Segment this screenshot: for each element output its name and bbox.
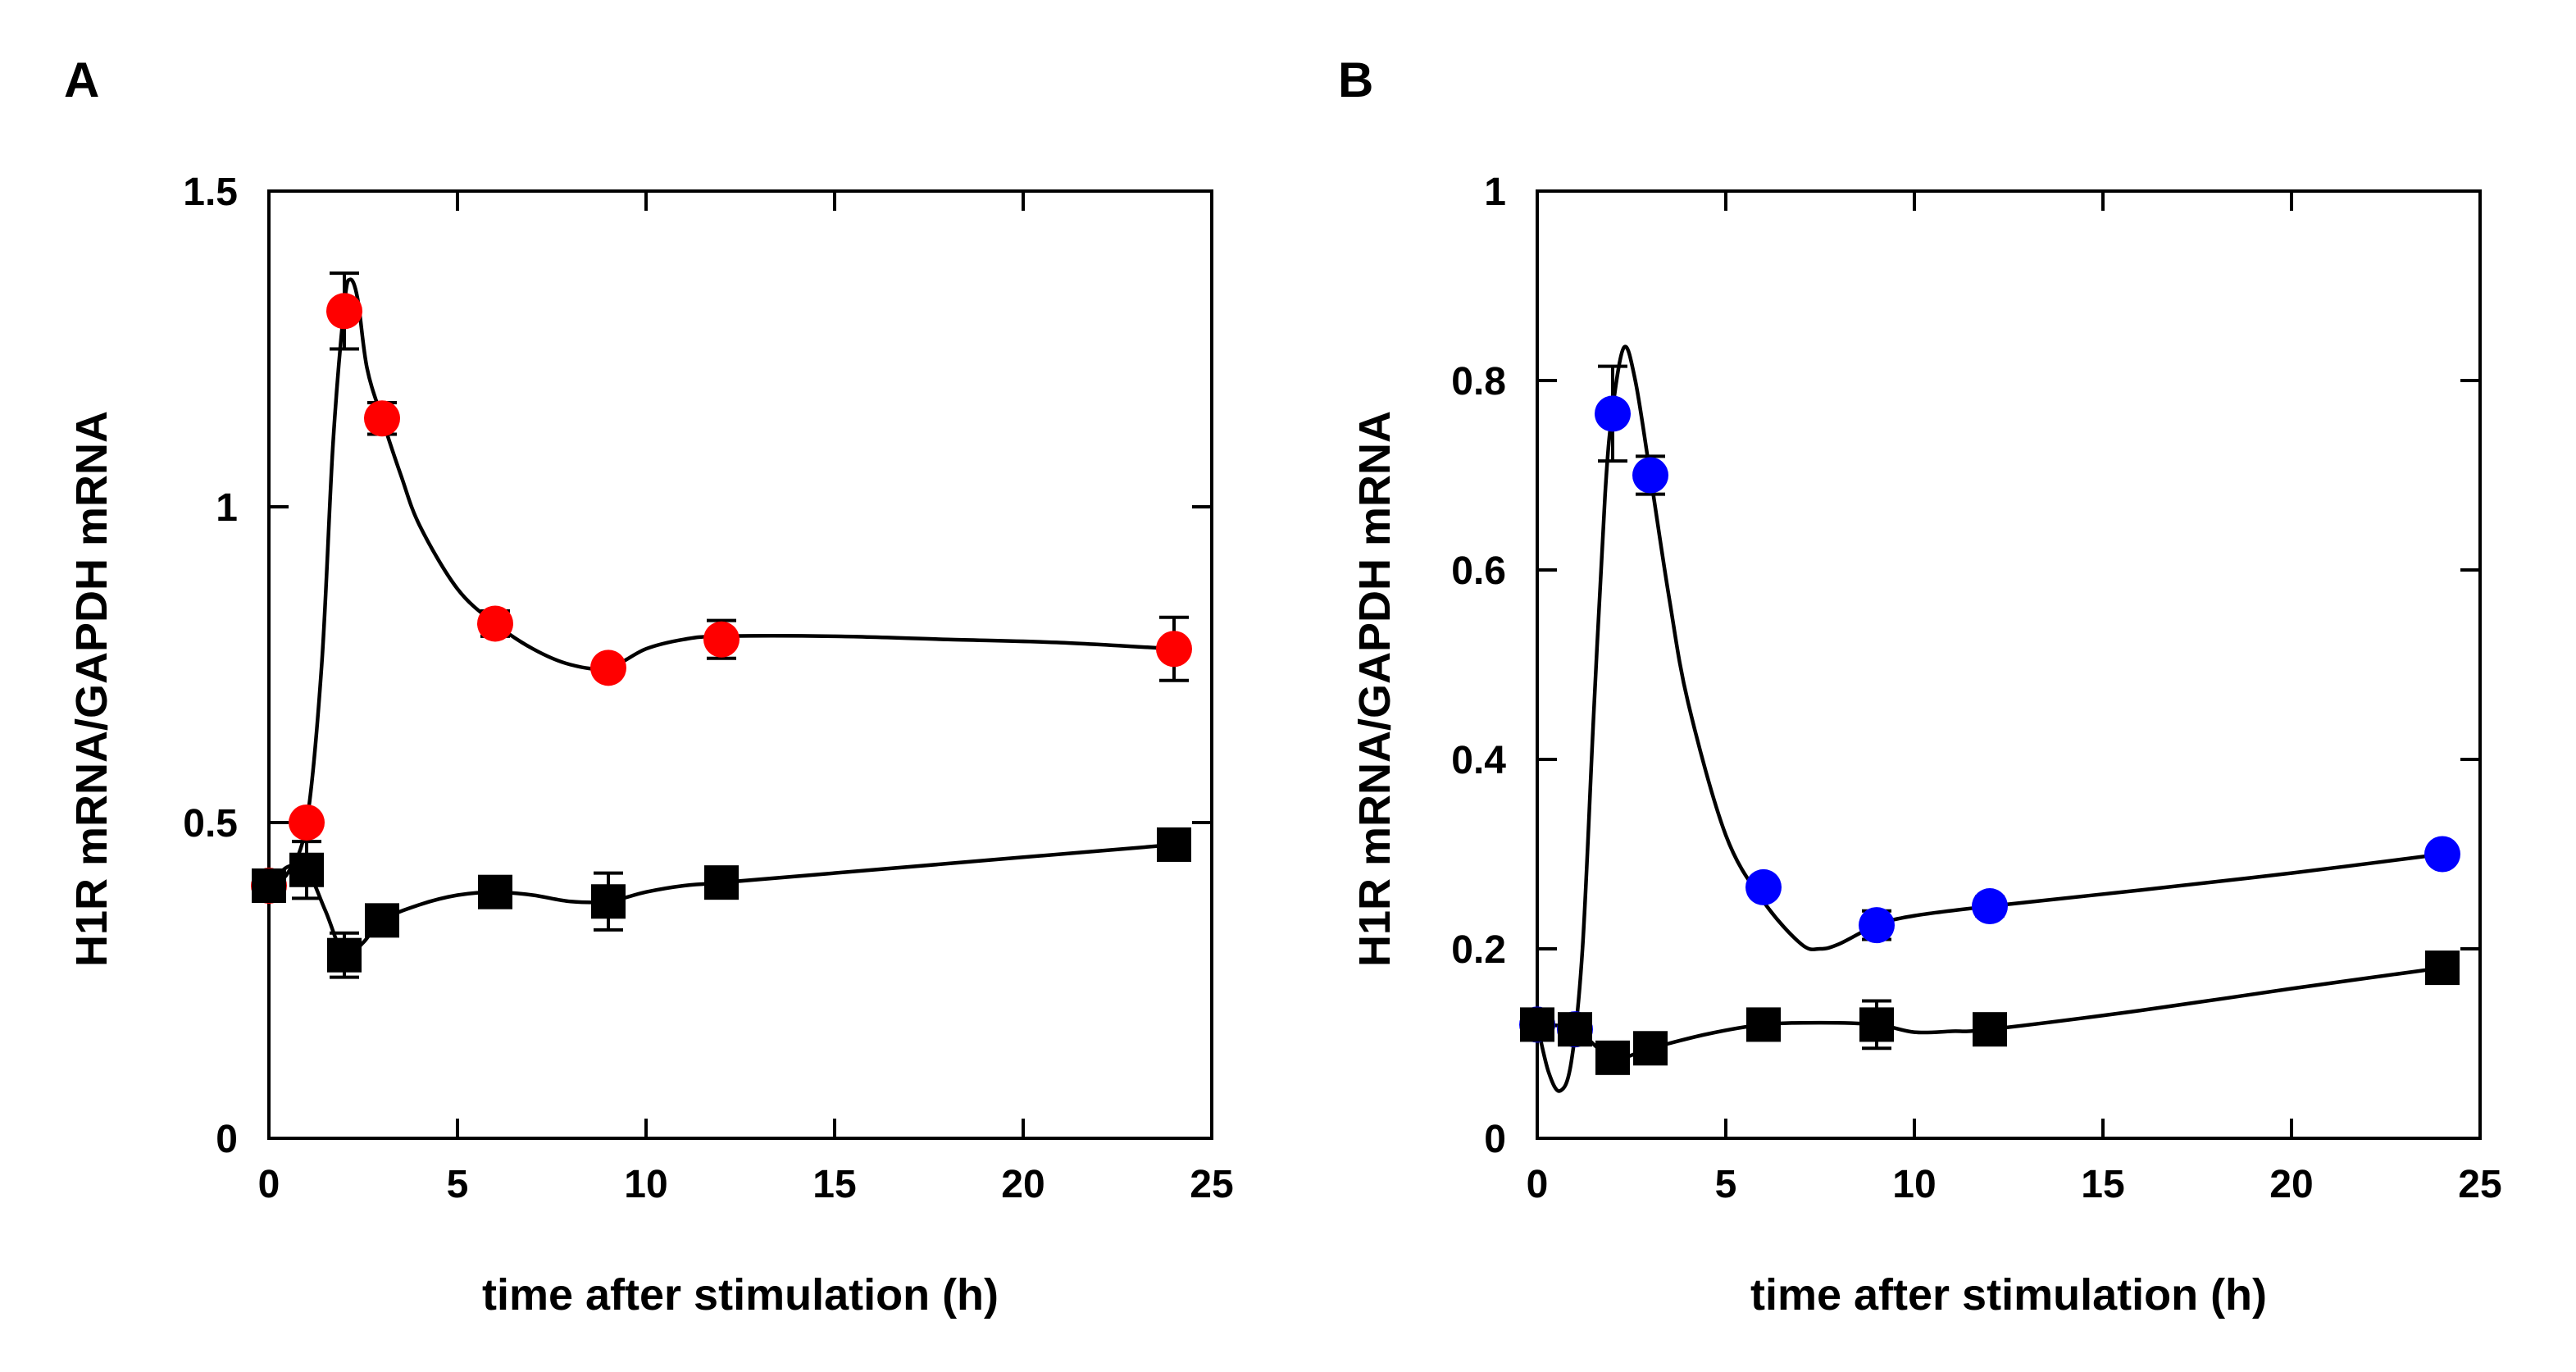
y-tick-label-b-4: 0.8 bbox=[1451, 360, 1506, 403]
x-tick-label-a-0: 0 bbox=[258, 1163, 280, 1206]
fit-curve-a-stimulated bbox=[267, 277, 1175, 888]
x-tick-label-a-3: 15 bbox=[812, 1163, 856, 1206]
point-a-stimulated-6 bbox=[703, 621, 740, 658]
x-tick-label-a-5: 25 bbox=[1190, 1163, 1233, 1206]
point-b-control-7 bbox=[2425, 950, 2460, 986]
data-markers-a bbox=[251, 293, 1192, 973]
point-a-control-6 bbox=[704, 865, 739, 900]
point-a-control-4 bbox=[478, 874, 512, 909]
panel-b: B H1R mRNA/GAPDH mRNA time after stimula… bbox=[1338, 52, 2502, 1320]
y-tick-label-a-0: 0 bbox=[216, 1118, 238, 1161]
x-axis-title-b: time after stimulation (h) bbox=[1750, 1270, 2267, 1320]
panel-a: A H1R mRNA/GAPDH mRNA time after stimula… bbox=[64, 52, 1234, 1320]
y-tick-label-a-2: 1 bbox=[216, 486, 238, 530]
point-a-control-0 bbox=[252, 868, 286, 903]
point-b-control-5 bbox=[1859, 1007, 1894, 1042]
point-b-stimulated-7 bbox=[2424, 836, 2460, 873]
y-axis-title-a: H1R mRNA/GAPDH mRNA bbox=[67, 411, 116, 967]
x-tick-label-b-4: 20 bbox=[2269, 1163, 2313, 1206]
x-tick-label-b-0: 0 bbox=[1527, 1163, 1549, 1206]
axis-ticks-b: 0 5 10 15 20 25 0 0.2 0.4 0.6 0.8 1 bbox=[1451, 171, 2501, 1206]
fit-curve-a-control bbox=[267, 842, 1175, 959]
point-b-stimulated-3 bbox=[1632, 457, 1668, 494]
point-b-stimulated-6 bbox=[1972, 888, 2008, 925]
y-tick-label-b-2: 0.4 bbox=[1451, 739, 1506, 782]
fit-curves-a bbox=[267, 277, 1175, 959]
point-a-stimulated-3 bbox=[364, 400, 400, 437]
x-axis-title-a: time after stimulation (h) bbox=[482, 1270, 999, 1320]
axis-ticks-a: 0 5 10 15 20 25 0 0.5 1 1.5 bbox=[183, 171, 1233, 1206]
panel-letter-a: A bbox=[64, 52, 99, 107]
x-tick-label-b-2: 10 bbox=[1892, 1163, 1936, 1206]
point-b-control-3 bbox=[1633, 1031, 1668, 1066]
point-a-stimulated-5 bbox=[590, 650, 626, 686]
x-tick-label-b-5: 25 bbox=[2458, 1163, 2501, 1206]
y-tick-label-b-0: 0 bbox=[1484, 1118, 1506, 1161]
point-a-control-1 bbox=[289, 852, 324, 887]
point-a-control-5 bbox=[591, 884, 626, 919]
point-a-stimulated-4 bbox=[477, 605, 513, 642]
plot-frame-b bbox=[1536, 189, 2482, 1140]
point-a-control-3 bbox=[365, 903, 399, 938]
point-b-stimulated-5 bbox=[1859, 907, 1895, 944]
fit-curve-b-stimulated bbox=[1535, 344, 2443, 1093]
x-tick-label-a-2: 10 bbox=[624, 1163, 667, 1206]
plot-frame-a bbox=[267, 189, 1213, 1140]
point-b-control-0 bbox=[1520, 1007, 1554, 1042]
panel-letter-b: B bbox=[1338, 52, 1373, 107]
x-tick-label-b-3: 15 bbox=[2081, 1163, 2124, 1206]
y-tick-label-a-3: 1.5 bbox=[183, 171, 238, 214]
fit-curves-b bbox=[1535, 344, 2443, 1093]
point-b-control-1 bbox=[1558, 1012, 1592, 1047]
point-a-control-2 bbox=[327, 937, 362, 973]
point-b-control-6 bbox=[1973, 1012, 2007, 1047]
data-markers-b bbox=[1519, 395, 2460, 1075]
point-b-control-4 bbox=[1746, 1007, 1781, 1042]
point-b-stimulated-2 bbox=[1595, 395, 1631, 432]
point-b-stimulated-4 bbox=[1745, 868, 1782, 905]
point-b-control-2 bbox=[1595, 1040, 1630, 1075]
y-axis-title-b: H1R mRNA/GAPDH mRNA bbox=[1350, 411, 1400, 967]
point-a-control-7 bbox=[1157, 827, 1191, 862]
x-tick-label-a-1: 5 bbox=[447, 1163, 469, 1206]
point-a-stimulated-7 bbox=[1156, 631, 1192, 668]
x-tick-label-a-4: 20 bbox=[1001, 1163, 1045, 1206]
x-tick-label-b-1: 5 bbox=[1715, 1163, 1737, 1206]
y-tick-label-b-1: 0.2 bbox=[1451, 928, 1506, 972]
point-a-stimulated-1 bbox=[289, 805, 325, 841]
y-tick-label-a-1: 0.5 bbox=[183, 802, 238, 846]
y-tick-label-b-5: 1 bbox=[1484, 171, 1506, 214]
y-tick-label-b-3: 0.6 bbox=[1451, 549, 1506, 593]
point-a-stimulated-2 bbox=[326, 293, 362, 330]
